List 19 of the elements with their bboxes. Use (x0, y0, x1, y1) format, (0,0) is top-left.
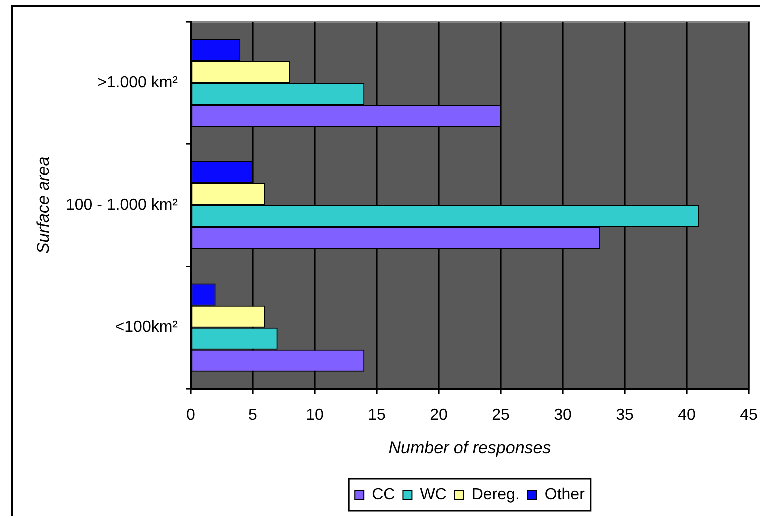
x-tick-label: 0 (186, 407, 196, 424)
legend-label: Dereg. (472, 486, 520, 504)
x-tick-label: 15 (368, 407, 386, 424)
y-tick-label: >1.000 km² (98, 74, 179, 92)
y-tick-label: <100km² (115, 319, 179, 336)
x-tick-label: 20 (430, 407, 448, 424)
x-tick-label: 30 (554, 407, 572, 424)
legend-label: WC (420, 486, 447, 504)
y-axis-title: Surface area (34, 156, 53, 254)
legend-label: CC (372, 486, 396, 504)
x-tick-label: 5 (248, 407, 258, 424)
x-axis-title: Number of responses (388, 438, 552, 458)
legend-label: Other (544, 486, 586, 504)
x-tick-label: 25 (492, 407, 510, 424)
x-tick-label: 35 (616, 407, 634, 424)
x-tick-label: 45 (740, 407, 758, 424)
y-tick-label: 100 - 1.000 km² (66, 196, 179, 214)
x-tick-label: 40 (678, 407, 696, 424)
x-tick-label: 10 (306, 407, 324, 424)
